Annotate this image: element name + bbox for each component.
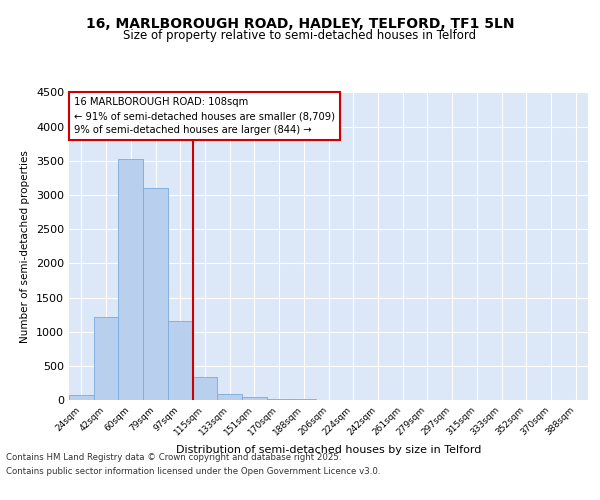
Bar: [267, 398, 292, 400]
Bar: [217, 394, 242, 400]
Text: 16 MARLBOROUGH ROAD: 108sqm
← 91% of semi-detached houses are smaller (8,709)
9%: 16 MARLBOROUGH ROAD: 108sqm ← 91% of sem…: [74, 97, 335, 135]
Bar: [242, 396, 267, 400]
Text: 16, MARLBOROUGH ROAD, HADLEY, TELFORD, TF1 5LN: 16, MARLBOROUGH ROAD, HADLEY, TELFORD, T…: [86, 18, 514, 32]
Text: Contains public sector information licensed under the Open Government Licence v3: Contains public sector information licen…: [6, 467, 380, 476]
Bar: [118, 160, 143, 400]
Text: Size of property relative to semi-detached houses in Telford: Size of property relative to semi-detach…: [124, 29, 476, 42]
Bar: [94, 316, 118, 400]
X-axis label: Distribution of semi-detached houses by size in Telford: Distribution of semi-detached houses by …: [176, 446, 481, 456]
Bar: [193, 378, 217, 400]
Bar: [69, 395, 94, 400]
Bar: [143, 188, 168, 400]
Bar: [168, 322, 193, 400]
Y-axis label: Number of semi-detached properties: Number of semi-detached properties: [20, 150, 31, 342]
Text: Contains HM Land Registry data © Crown copyright and database right 2025.: Contains HM Land Registry data © Crown c…: [6, 454, 341, 462]
